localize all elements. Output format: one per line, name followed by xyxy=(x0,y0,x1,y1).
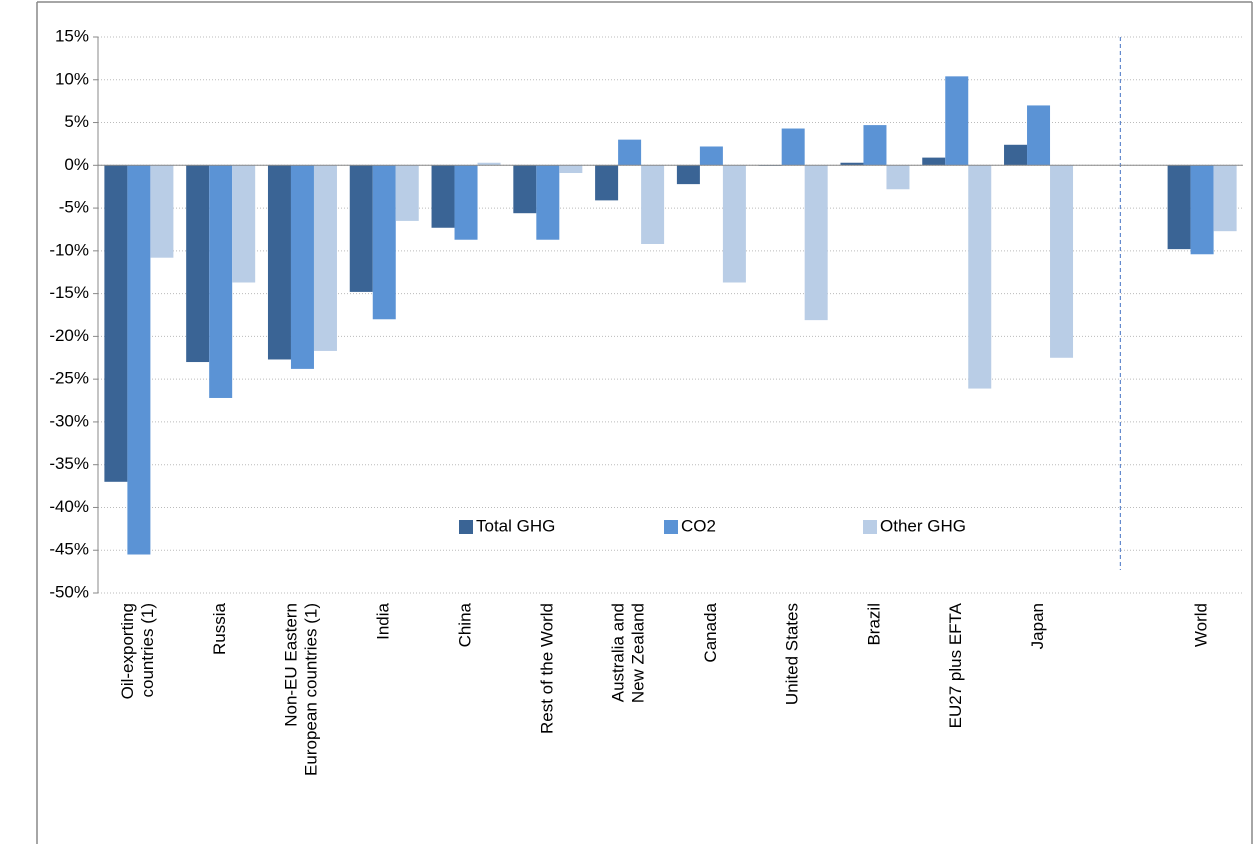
x-tick-label: Canada xyxy=(701,602,720,662)
bar xyxy=(840,162,864,166)
x-tick-label: Rest of the World xyxy=(537,603,556,734)
bar xyxy=(886,165,910,190)
y-tick-label: 15% xyxy=(55,26,89,45)
x-tick-label: Oil-exportingcountries (1) xyxy=(118,603,157,699)
legend-swatch xyxy=(664,520,678,534)
y-tick-label: -5% xyxy=(59,198,89,217)
y-tick-label: -25% xyxy=(49,369,89,388)
bar xyxy=(349,165,373,292)
bar xyxy=(641,165,665,245)
bar xyxy=(595,165,619,201)
y-tick-label: -30% xyxy=(49,411,89,430)
x-tick-label: Russia xyxy=(210,602,229,655)
x-tick-label: World xyxy=(1192,603,1211,647)
x-tick-label: Australia andNew Zealand xyxy=(609,603,648,703)
bar xyxy=(1213,165,1237,232)
bar xyxy=(372,165,396,320)
bar xyxy=(781,128,805,166)
y-tick-label: -45% xyxy=(49,540,89,559)
bar xyxy=(922,157,946,166)
bar xyxy=(945,76,969,166)
bar xyxy=(968,165,992,389)
bar xyxy=(1027,105,1051,166)
x-tick-label: United States xyxy=(783,603,802,705)
y-tick-label: 5% xyxy=(64,112,89,131)
bar xyxy=(454,165,478,240)
bar xyxy=(1167,165,1191,250)
bar xyxy=(209,165,233,398)
bar xyxy=(1004,144,1028,166)
x-tick-label: China xyxy=(456,602,475,647)
bar xyxy=(127,165,151,555)
x-tick-label: Brazil xyxy=(864,603,883,646)
bar xyxy=(559,165,583,174)
bar xyxy=(676,165,700,185)
legend-label: Total GHG xyxy=(476,516,555,535)
bar xyxy=(150,165,174,258)
y-tick-label: -10% xyxy=(49,240,89,259)
bar xyxy=(863,125,887,166)
y-tick-label: -15% xyxy=(49,283,89,302)
legend-label: Other GHG xyxy=(880,516,966,535)
y-tick-label: -40% xyxy=(49,497,89,516)
bar xyxy=(232,165,256,283)
bar xyxy=(618,139,642,166)
bar xyxy=(477,162,501,166)
legend-label: CO2 xyxy=(681,516,716,535)
y-tick-label: -20% xyxy=(49,326,89,345)
bar xyxy=(290,165,314,369)
x-tick-label: India xyxy=(374,602,393,639)
bar xyxy=(536,165,560,240)
bar xyxy=(186,165,210,363)
bar xyxy=(804,165,828,321)
y-tick-label: 10% xyxy=(55,69,89,88)
bar xyxy=(313,165,337,351)
bar xyxy=(699,146,723,166)
bar xyxy=(1190,165,1214,255)
bar xyxy=(104,165,128,482)
y-tick-label: -35% xyxy=(49,454,89,473)
y-tick-label: -50% xyxy=(49,582,89,601)
bar xyxy=(722,165,746,283)
x-tick-label: Japan xyxy=(1028,603,1047,649)
bar xyxy=(267,165,291,360)
x-tick-label: Non-EU EasternEuropean countries (1) xyxy=(282,603,321,776)
y-tick-label: 0% xyxy=(64,155,89,174)
bar xyxy=(513,165,537,214)
bar xyxy=(1050,165,1074,358)
legend-swatch xyxy=(459,520,473,534)
legend-swatch xyxy=(863,520,877,534)
bar xyxy=(395,165,419,221)
x-tick-label: EU27 plus EFTA xyxy=(946,602,965,728)
bar xyxy=(431,165,455,228)
